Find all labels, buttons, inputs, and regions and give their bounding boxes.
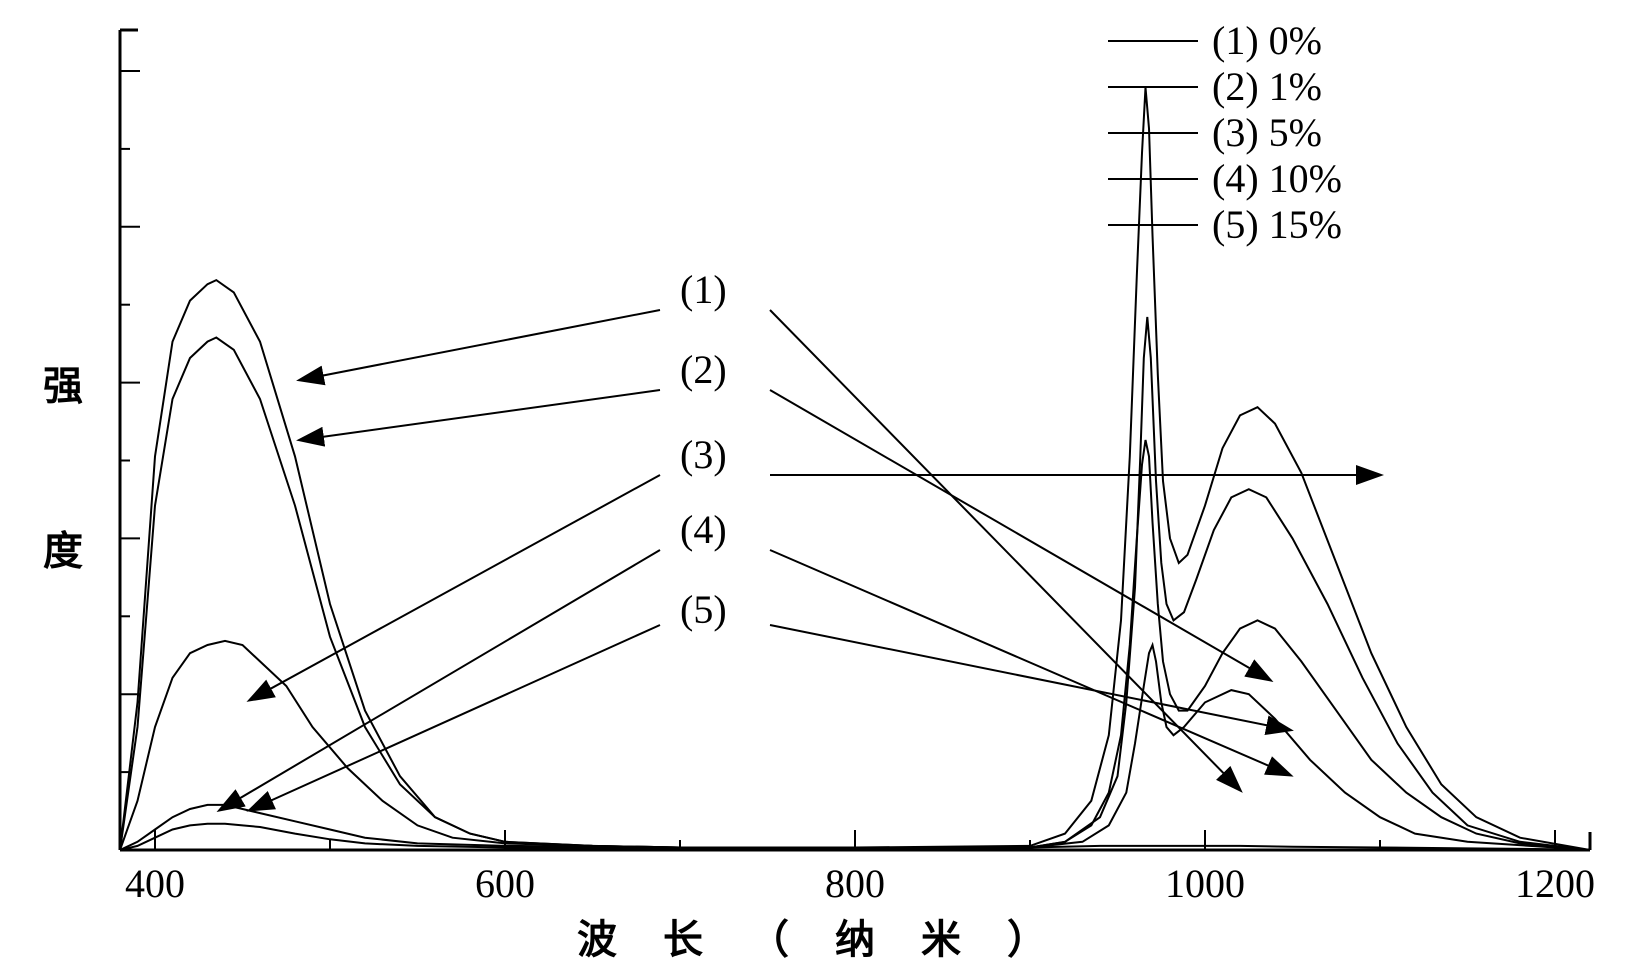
legend-line-icon [1108, 86, 1198, 88]
legend-line-icon [1108, 40, 1198, 42]
arrow [770, 550, 1290, 775]
chart-svg [0, 0, 1642, 973]
arrow [300, 390, 660, 440]
curve-label-4: (4) [680, 506, 727, 553]
legend-item: (3) 5% [1108, 110, 1342, 156]
legend-line-icon [1108, 132, 1198, 134]
legend-label: (3) 5% [1212, 110, 1322, 156]
y-axis-label: 强 度 [30, 364, 88, 609]
legend-label: (4) 10% [1212, 156, 1342, 202]
arrow [770, 310, 1240, 790]
curve-label-5: (5) [680, 586, 727, 633]
x-tick-label: 1000 [1165, 860, 1245, 907]
series-2 [120, 338, 1590, 851]
curve-label-1: (1) [680, 266, 727, 313]
series-5 [120, 440, 1590, 850]
legend-label: (1) 0% [1212, 18, 1322, 64]
curve-label-2: (2) [680, 346, 727, 393]
legend: (1) 0%(2) 1%(3) 5%(4) 10%(5) 15% [1108, 18, 1342, 248]
arrow [300, 310, 660, 380]
x-tick-label: 600 [475, 860, 535, 907]
legend-item: (4) 10% [1108, 156, 1342, 202]
legend-line-icon [1108, 224, 1198, 226]
curve-label-3: (3) [680, 431, 727, 478]
chart-container: 强 度 波 长 （ 纳 米 ） 400 600 800 1000 1200 (1) 0%… [0, 0, 1642, 973]
x-tick-label: 400 [125, 860, 185, 907]
legend-item: (5) 15% [1108, 202, 1342, 248]
legend-item: (1) 0% [1108, 18, 1342, 64]
arrow [770, 625, 1290, 730]
series-1 [120, 280, 1590, 850]
legend-label: (2) 1% [1212, 64, 1322, 110]
arrow [250, 625, 660, 810]
legend-line-icon [1108, 178, 1198, 180]
legend-item: (2) 1% [1108, 64, 1342, 110]
x-axis-label: 波 长 （ 纳 米 ） [577, 907, 1065, 965]
x-tick-label: 1200 [1515, 860, 1595, 907]
series-4 [120, 87, 1590, 850]
legend-label: (5) 15% [1212, 202, 1342, 248]
x-tick-label: 800 [825, 860, 885, 907]
